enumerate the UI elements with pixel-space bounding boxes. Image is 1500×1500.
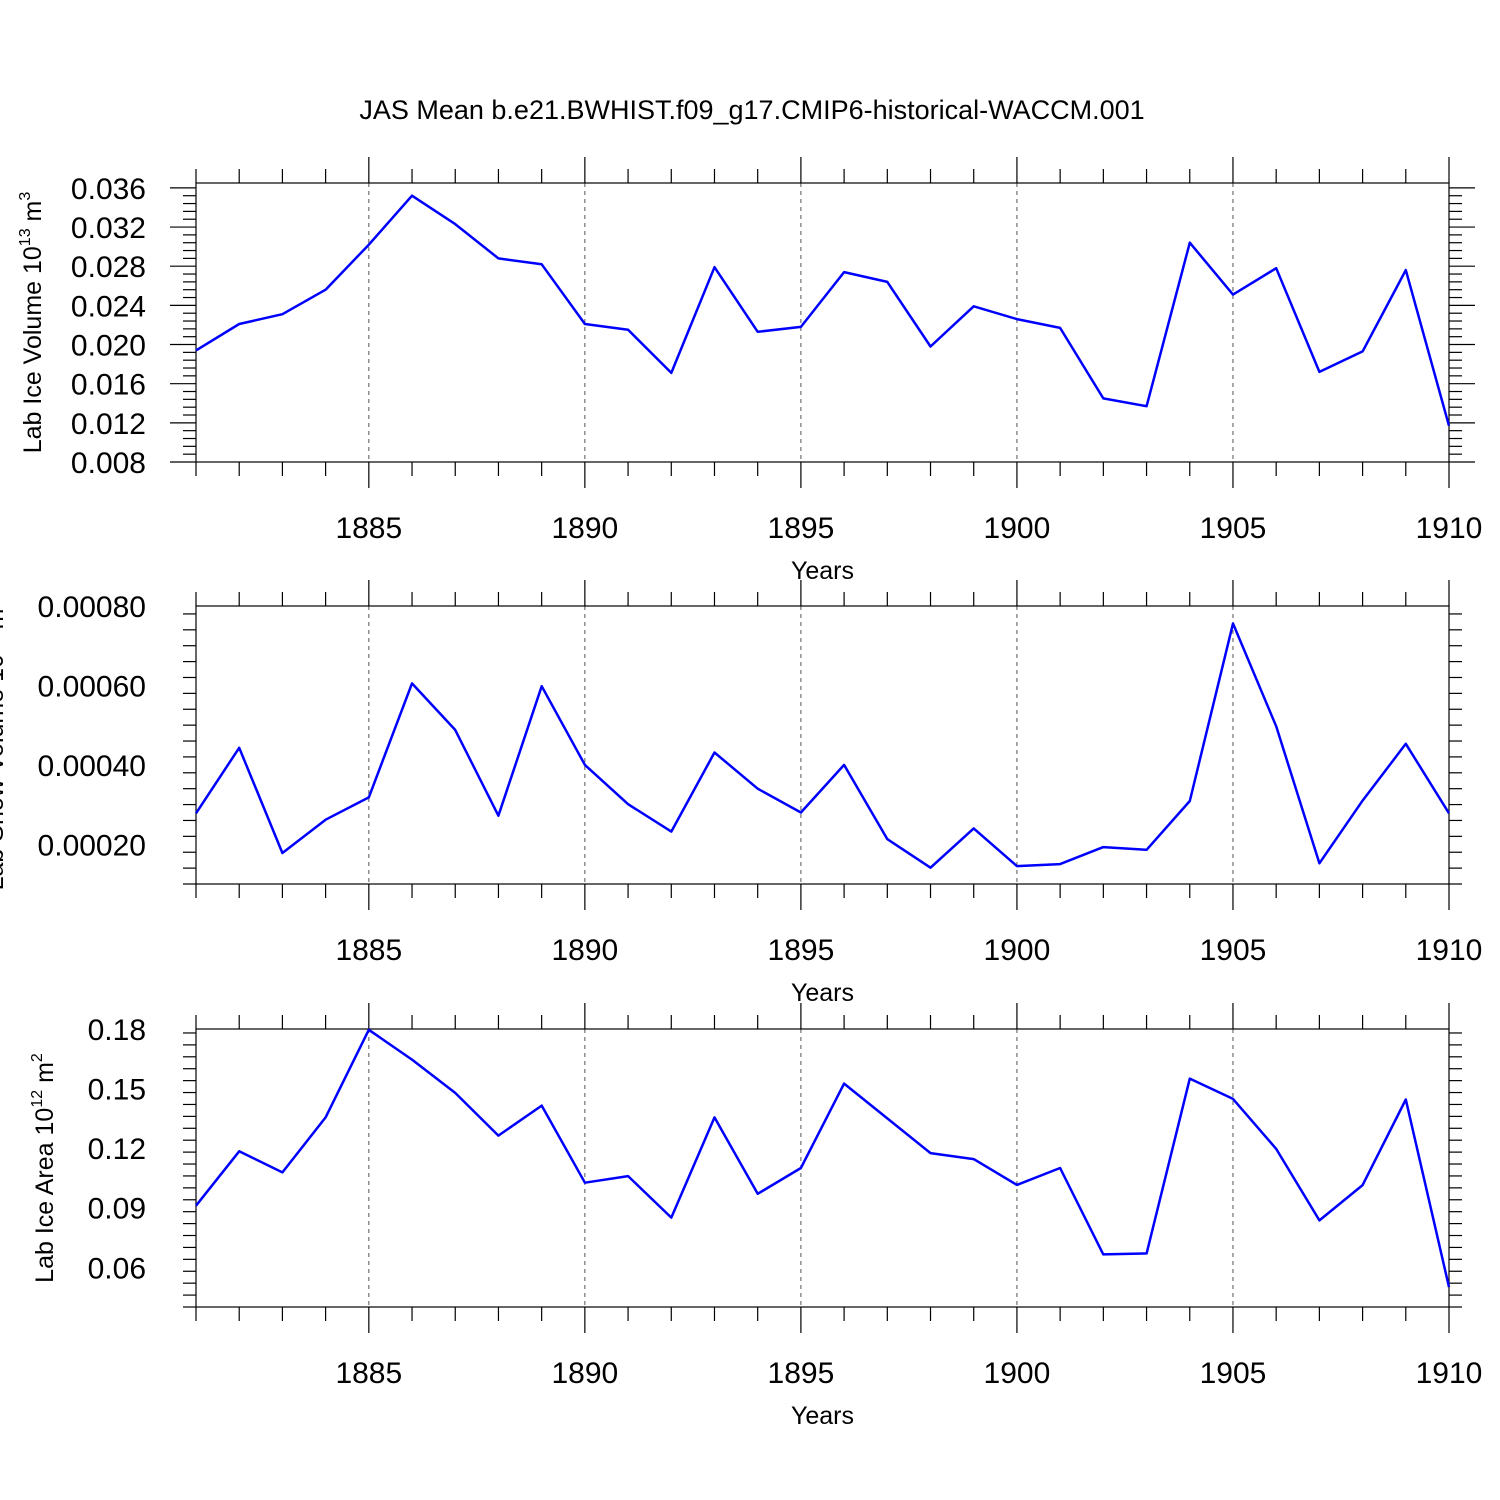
series-line: [194, 622, 1451, 869]
y-axis-label-superscript: 3: [17, 192, 34, 201]
x-axis-label: Years: [791, 979, 854, 1007]
y-tick-label: 0.020: [71, 330, 146, 363]
x-tick-label: 1900: [984, 512, 1051, 545]
y-tick-label: 0.032: [71, 212, 146, 245]
series-line: [195, 194, 1451, 427]
y-tick-label: 0.18: [88, 1014, 146, 1047]
y-tick-label: 0.00080: [38, 591, 146, 624]
y-axis-label-text: Lab Snow Volume 10: [0, 654, 9, 890]
y-tick-label: 0.00020: [38, 829, 146, 862]
x-tick-label: 1900: [984, 1357, 1051, 1390]
x-tick-label: 1910: [1416, 512, 1483, 545]
y-axis-label-superscript: 12: [29, 1090, 46, 1108]
x-tick-label: 1890: [551, 512, 618, 545]
plot-frame: [195, 1028, 1450, 1308]
y-tick-label: 0.09: [88, 1193, 146, 1226]
y-axis-label-superscript: 2: [29, 1053, 46, 1062]
x-tick-label: 1910: [1416, 1357, 1483, 1390]
y-axis-label-text: m: [19, 201, 47, 229]
x-tick-label: 1895: [768, 512, 835, 545]
x-tick-label: 1890: [551, 934, 618, 967]
y-tick-label: 0.012: [71, 408, 146, 441]
y-axis-label-text: m: [0, 609, 9, 637]
y-tick-label: 0.024: [71, 290, 146, 323]
y-axis-label-text: m: [31, 1062, 59, 1090]
x-tick-label: 1905: [1200, 1357, 1267, 1390]
x-axis-label: Years: [791, 1402, 854, 1430]
y-tick-label: 0.028: [71, 251, 146, 284]
x-tick-label: 1905: [1200, 512, 1267, 545]
y-axis-label: Lab Ice Area 1012 m2: [29, 1053, 59, 1283]
x-tick-label: 1910: [1416, 934, 1483, 967]
y-tick-label: 0.06: [88, 1252, 146, 1285]
y-tick-label: 0.00060: [38, 670, 146, 703]
y-axis-label: Lab Snow Volume 1013 m3: [0, 600, 9, 891]
y-axis-label: Lab Ice Volume 1013 m3: [17, 192, 47, 454]
y-tick-label: 0.12: [88, 1133, 146, 1166]
y-axis-label-text: Lab Ice Area 10: [31, 1108, 59, 1283]
plot-frame: [195, 605, 1450, 885]
x-tick-label: 1885: [335, 934, 402, 967]
y-tick-label: 0.016: [71, 369, 146, 402]
y-tick-label: 0.00040: [38, 750, 146, 783]
y-axis-label-text: Lab Ice Volume 10: [19, 246, 47, 453]
x-tick-label: 1895: [768, 1357, 835, 1390]
chart-title: JAS Mean b.e21.BWHIST.f09_g17.CMIP6-hist…: [359, 95, 1144, 125]
x-tick-label: 1885: [335, 1357, 402, 1390]
x-tick-label: 1890: [551, 1357, 618, 1390]
panel-ice-volume: 1885 1890 1895 1900 1905 1910Years0.0080.0120…: [17, 157, 1482, 585]
plot-frame: [195, 182, 1450, 463]
y-axis-label-superscript: 13: [17, 228, 34, 246]
panel-snow-volume: 1885 1890 1895 1900 1905 1910 Years 0.00020 0.00…: [0, 580, 1482, 1007]
y-tick-label: 0.036: [71, 173, 146, 206]
series-line: [195, 1028, 1451, 1288]
y-tick-label: 0.15: [88, 1074, 146, 1107]
x-tick-label: 1900: [984, 934, 1051, 967]
x-tick-label: 1885: [335, 512, 402, 545]
y-tick-label: 0.008: [71, 447, 146, 480]
x-tick-label: 1895: [768, 934, 835, 967]
x-tick-label: 1905: [1200, 934, 1267, 967]
panel-ice-area: 1885 1890 1895 1900 1905 1910 Years 0.06 0.09 0.1…: [29, 1003, 1482, 1430]
